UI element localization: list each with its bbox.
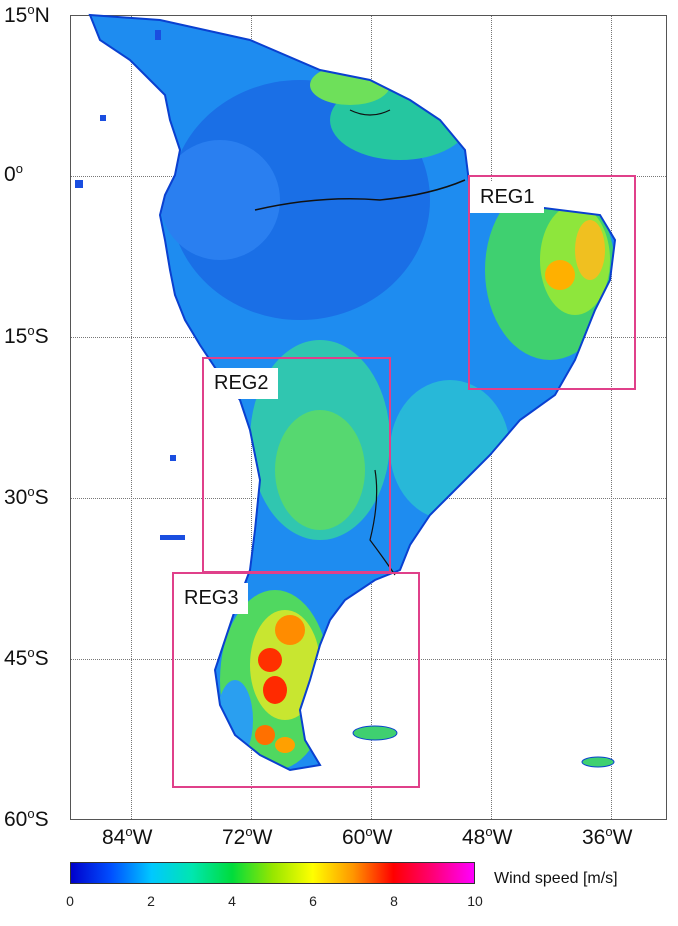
lat-label-0: 0o xyxy=(4,161,23,186)
island-patch xyxy=(155,30,161,40)
lat-label-15n: 15oN xyxy=(4,2,50,27)
wind-speed-colorbar xyxy=(70,862,475,884)
lon-label-72w: 72oW xyxy=(222,824,273,849)
lon-label-84w: 84oW xyxy=(102,824,153,849)
region-label-reg2: REG2 xyxy=(204,368,279,399)
lon-label-48w: 48oW xyxy=(462,824,513,849)
south-georgia-island xyxy=(581,756,615,768)
region-box-reg3 xyxy=(172,572,420,788)
meridian-36w xyxy=(611,16,612,819)
island-patch xyxy=(160,535,185,540)
colorbar-tick: 8 xyxy=(390,893,398,909)
lat-label-45s: 45oS xyxy=(4,645,49,670)
region-label-reg1: REG1 xyxy=(470,182,545,213)
colorbar-tick: 6 xyxy=(309,893,317,909)
island-patch xyxy=(170,455,176,461)
region-box-reg1 xyxy=(468,175,636,390)
colorbar-label: Wind speed [m/s] xyxy=(494,870,618,887)
lat-label-15s: 15oS xyxy=(4,323,49,348)
lat-label-60s: 60oS xyxy=(4,806,49,831)
meridian-84w xyxy=(131,16,132,819)
lon-label-60w: 60oW xyxy=(342,824,393,849)
colorbar-tick: 0 xyxy=(66,893,74,909)
colorbar-tick: 2 xyxy=(147,893,155,909)
parana-river xyxy=(369,469,396,576)
lon-label-36w: 36oW xyxy=(582,824,633,849)
island-patch xyxy=(75,180,83,188)
island-patch xyxy=(100,115,106,121)
colorbar-tick: 10 xyxy=(467,893,483,909)
lat-label-30s: 30oS xyxy=(4,484,49,509)
region-label-reg3: REG3 xyxy=(174,583,249,614)
amazon-river xyxy=(254,179,466,211)
parallel-45s xyxy=(71,659,666,660)
orinoco-river xyxy=(349,109,391,116)
falkland-islands xyxy=(352,725,398,741)
colorbar-tick: 4 xyxy=(228,893,236,909)
